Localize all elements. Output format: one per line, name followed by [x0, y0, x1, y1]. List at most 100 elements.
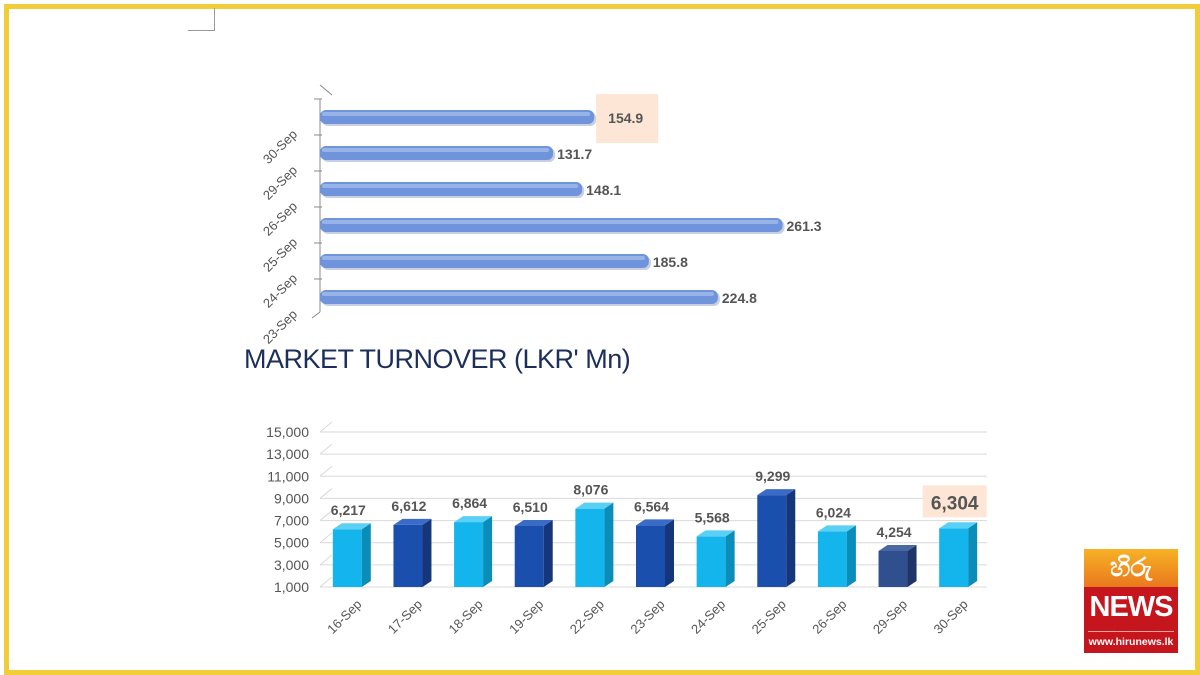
v-category-label: 16-Sep	[324, 597, 364, 637]
v-bar-side	[361, 523, 371, 587]
v-tick-label: 7,000	[274, 513, 309, 529]
v-bar-top	[878, 544, 917, 551]
v-value-label: 6,024	[816, 504, 851, 520]
v-value-label: 4,254	[877, 524, 912, 540]
v-gridline-depth	[319, 465, 333, 477]
v-bar-top	[393, 518, 432, 525]
v-bar-side	[483, 516, 493, 587]
v-tick-label: 3,000	[274, 557, 309, 573]
v-bar	[757, 495, 787, 587]
h-value-label: 131.7	[557, 146, 592, 162]
v-bar-side	[968, 522, 978, 587]
v-category-label: 23-Sep	[627, 597, 667, 637]
v-bar-top	[939, 522, 978, 529]
v-gridline-depth	[319, 554, 333, 566]
v-value-label: 6,612	[391, 498, 426, 514]
logo-url: www.hirunews.lk	[1088, 636, 1174, 648]
v-value-label: 9,299	[755, 468, 790, 484]
v-value-label: 6,864	[452, 495, 487, 511]
v-category-label: 26-Sep	[809, 597, 849, 637]
v-bar	[817, 531, 847, 587]
v-category-label: 25-Sep	[749, 597, 789, 637]
logo-divider	[1088, 631, 1174, 632]
v-tick-label: 11,000	[267, 468, 309, 484]
v-value-label: 6,564	[634, 498, 669, 514]
v-category-label: 29-Sep	[870, 597, 910, 637]
v-gridline-depth	[319, 443, 333, 455]
v-bar	[514, 525, 544, 587]
v-tick-label: 9,000	[274, 490, 309, 506]
v-value-label: 8,076	[573, 482, 608, 498]
v-bar	[878, 550, 908, 587]
h-bar-highlight	[322, 148, 550, 152]
h-axis-top-cap	[319, 84, 333, 96]
h-bar-highlight	[322, 292, 714, 296]
chart-title: MARKET TURNOVER (LKR' Mn)	[244, 344, 631, 374]
v-bar-top	[332, 523, 371, 530]
h-bar-highlight	[322, 184, 579, 188]
market-turnover-chart: 1,000 3,000 5,000 7,000 9,000 11,000 13,000 15,…	[266, 421, 987, 637]
v-gridline-depth	[319, 510, 333, 521]
v-category-label: 30-Sep	[931, 597, 971, 637]
v-bar-top	[454, 516, 493, 523]
v-bar	[636, 525, 665, 587]
h-value-label: 261.3	[787, 218, 822, 234]
v-bar-side	[422, 518, 432, 587]
v-bar	[393, 524, 423, 587]
v-bar-side	[604, 502, 614, 587]
h-bar-highlight	[322, 256, 645, 260]
logo-script: හිරු	[1109, 553, 1153, 583]
h-highlight-box	[596, 94, 659, 143]
v-gridline-depth	[319, 488, 333, 499]
v-bar-side	[786, 489, 796, 587]
h-category-label: 26-Sep	[260, 199, 300, 239]
hiru-news-logo: හිරු NEWS www.hirunews.lk	[1084, 549, 1178, 653]
v-bar-top	[696, 530, 735, 537]
v-bar-top	[757, 489, 796, 496]
v-bar-side	[846, 525, 856, 587]
v-bar-side	[907, 544, 917, 587]
h-category-label: 23-Sep	[260, 307, 300, 347]
v-tick-label: 5,000	[274, 535, 309, 551]
v-bar	[454, 522, 484, 587]
h-category-label: 25-Sep	[260, 235, 300, 275]
v-tick-label: 13,000	[266, 446, 309, 462]
v-bar-side	[543, 519, 553, 587]
v-bar	[575, 508, 605, 587]
h-value-label: 224.8	[722, 290, 757, 306]
v-tick-label: 15,000	[266, 424, 309, 440]
v-value-label: 6,510	[513, 499, 548, 515]
v-bar-top	[514, 519, 553, 526]
v-category-label: 19-Sep	[506, 597, 546, 637]
v-bar	[696, 536, 726, 587]
logo-top-band	[1084, 549, 1178, 587]
v-value-label: 6,304	[931, 493, 979, 514]
v-bar-side	[665, 519, 674, 587]
daily-bar-chart: 224.8 23-Sep 185.8 24-Sep 261.3 25-Sep 148.1 26…	[260, 84, 822, 347]
v-tick-label: 1,000	[274, 579, 309, 595]
v-gridline-depth	[319, 532, 333, 544]
v-gridline-depth	[319, 576, 333, 588]
v-bar-top	[575, 502, 614, 509]
h-value-label: 185.8	[653, 254, 688, 270]
h-axis-bottom-cap	[311, 311, 321, 319]
v-category-label: 24-Sep	[688, 597, 728, 637]
h-bar-highlight	[322, 112, 591, 116]
v-bar	[332, 529, 362, 587]
h-value-label: 148.1	[586, 182, 621, 198]
v-category-label: 18-Sep	[445, 597, 485, 637]
v-bar-top	[817, 525, 856, 532]
v-category-label: 22-Sep	[567, 597, 607, 637]
v-category-label: 17-Sep	[385, 597, 425, 637]
v-highlight-box	[922, 485, 987, 518]
h-category-label: 29-Sep	[260, 163, 300, 203]
h-category-label: 30-Sep	[260, 127, 300, 167]
corner-mark	[188, 8, 215, 31]
v-value-label: 5,568	[695, 509, 730, 525]
v-bar-side	[725, 530, 735, 587]
h-bar-highlight	[322, 220, 779, 224]
v-bar-top	[636, 519, 674, 526]
image-frame	[4, 4, 1200, 675]
h-category-label: 24-Sep	[260, 271, 300, 311]
